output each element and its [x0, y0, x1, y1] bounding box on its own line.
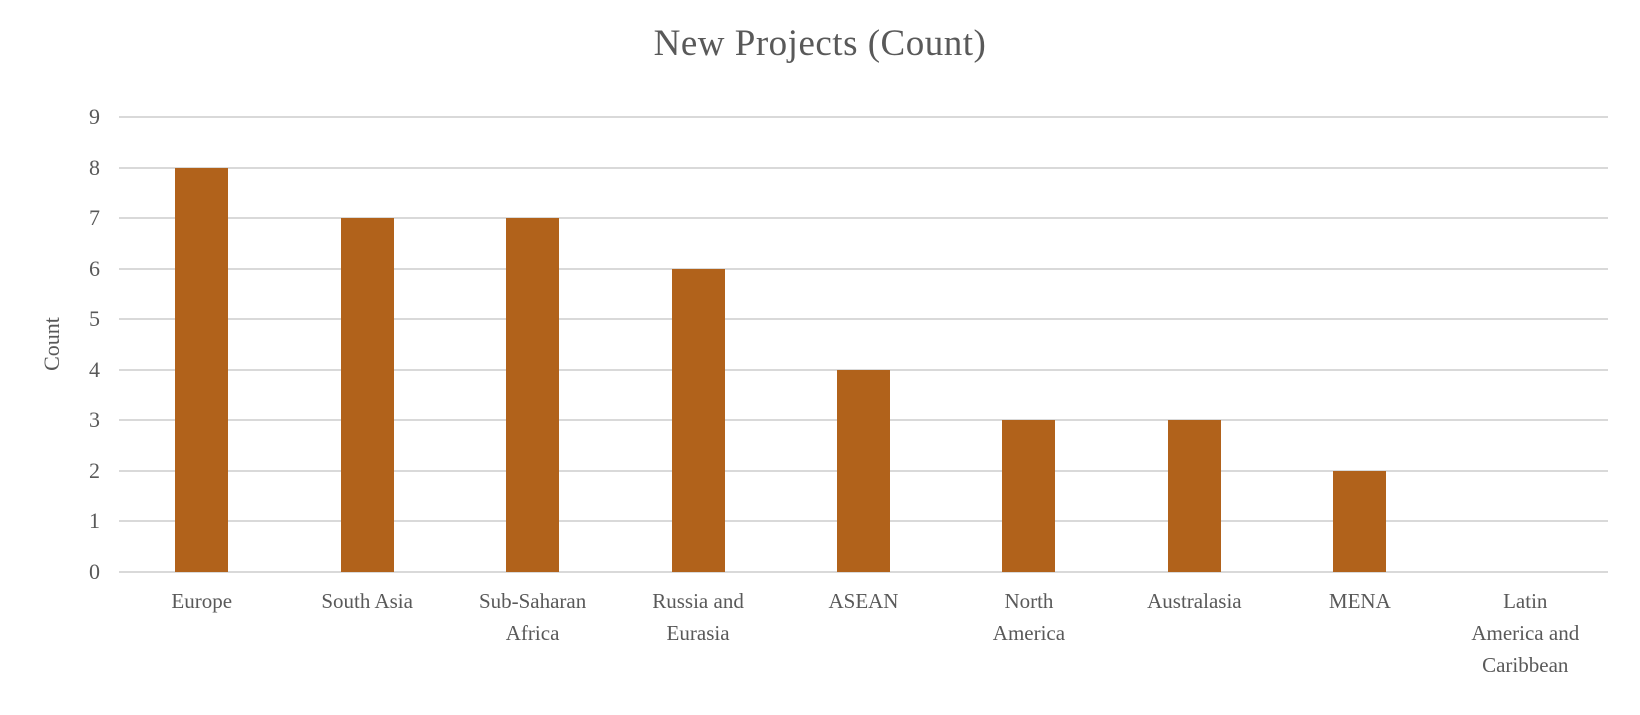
x-label-north-america: North America — [946, 585, 1111, 649]
x-label-line: ASEAN — [828, 589, 899, 613]
x-label-line: Europe — [171, 589, 233, 613]
x-label-latin-america-and-caribbean: Latin America and Caribbean — [1443, 585, 1608, 681]
bar-europe — [175, 167, 229, 572]
bar-south-asia — [340, 218, 394, 572]
gridline-9 — [119, 116, 1608, 118]
x-label-line: North — [1004, 589, 1054, 613]
gridline-8 — [119, 166, 1608, 169]
y-tick-label-7: 7 — [89, 205, 100, 231]
chart-title: New Projects (Count) — [653, 23, 987, 64]
x-label-europe: Europe — [119, 585, 284, 617]
x-label-line: America and — [1471, 621, 1580, 645]
y-tick-label-9: 9 — [89, 104, 100, 129]
y-tick-label-3: 3 — [89, 407, 100, 433]
bar-mena — [1333, 470, 1387, 572]
bar-asean — [837, 369, 890, 572]
x-label-line: Africa — [505, 621, 560, 645]
x-label-line: Eurasia — [666, 621, 730, 645]
gridline-7 — [119, 217, 1608, 220]
x-label-line: Latin — [1503, 589, 1548, 613]
y-tick-label-8: 8 — [89, 154, 100, 180]
x-label-line: America — [992, 621, 1066, 645]
gridline-6 — [119, 267, 1608, 270]
bar-north-america — [1002, 420, 1056, 572]
plot-area — [119, 116, 1608, 573]
y-tick-label-0: 0 — [89, 559, 100, 584]
x-label-south-asia: South Asia — [284, 585, 449, 617]
x-label-mena: MENA — [1277, 585, 1442, 617]
x-label-russia-and-eurasia: Russia and Eurasia — [615, 585, 780, 649]
x-label-line: Caribbean — [1482, 653, 1569, 677]
bar-sub-saharan-africa — [506, 218, 560, 572]
gridline-5 — [119, 318, 1608, 321]
x-label-line: Russia and — [652, 589, 744, 613]
x-label-line: South Asia — [321, 589, 413, 613]
y-tick-label-2: 2 — [89, 457, 100, 483]
x-label-australasia: Australasia — [1112, 585, 1277, 617]
bar-australasia — [1167, 420, 1221, 572]
y-tick-label-1: 1 — [89, 508, 100, 534]
x-label-line: MENA — [1328, 589, 1391, 613]
x-label-asean: ASEAN — [781, 585, 946, 617]
bar-russia-and-eurasia — [671, 268, 725, 572]
x-label-sub-saharan-africa: Sub-Saharan Africa — [450, 585, 615, 649]
y-tick-label-6: 6 — [89, 255, 100, 281]
y-tick-label-4: 4 — [89, 356, 100, 382]
y-tick-label-5: 5 — [89, 306, 100, 332]
x-label-line: Australasia — [1147, 589, 1242, 613]
x-label-line: Sub-Saharan — [478, 589, 587, 613]
x-axis-line — [119, 571, 1608, 573]
